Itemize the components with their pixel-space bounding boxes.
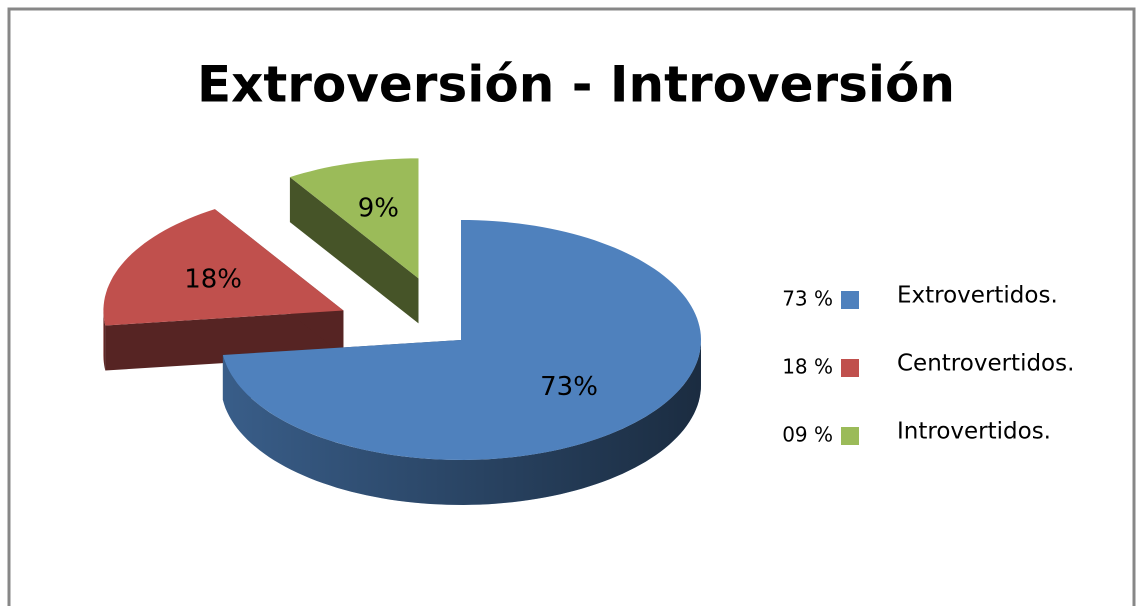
legend-value: 73 %: [782, 287, 833, 311]
legend-swatch: [841, 291, 859, 309]
slice-wall: [289, 177, 419, 324]
legend-swatch: [841, 427, 859, 445]
data-label: 9%: [358, 194, 399, 224]
slice: [103, 209, 344, 326]
slice: [222, 220, 701, 460]
data-label: 18%: [184, 264, 242, 294]
chart-title: Extroversión - Introversión: [197, 56, 955, 114]
legend-label: Introvertidos.: [897, 419, 1051, 445]
slice-side-shade: [222, 340, 701, 505]
legend-value: 18 %: [782, 355, 833, 379]
legend-label: Extrovertidos.: [897, 283, 1058, 309]
slice: [289, 158, 419, 279]
legend-swatch: [841, 359, 859, 377]
data-label: 73%: [540, 372, 598, 402]
legend-value: 09 %: [782, 423, 833, 447]
slice-side-shade: [103, 310, 106, 371]
legend-label: Centrovertidos.: [897, 351, 1074, 377]
